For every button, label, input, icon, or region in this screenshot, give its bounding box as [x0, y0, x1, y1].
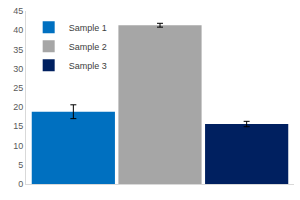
svg-text:5: 5: [18, 160, 23, 170]
svg-text:30: 30: [13, 64, 23, 74]
svg-text:45: 45: [13, 6, 23, 16]
svg-text:35: 35: [13, 45, 23, 55]
svg-text:Sample 1: Sample 1: [69, 23, 107, 33]
svg-text:25: 25: [13, 83, 23, 93]
svg-text:Sample 3: Sample 3: [69, 61, 107, 71]
svg-text:Sample 2: Sample 2: [69, 42, 107, 52]
svg-text:10: 10: [13, 141, 23, 151]
svg-text:15: 15: [13, 121, 23, 131]
svg-text:0: 0: [18, 179, 23, 189]
svg-text:40: 40: [13, 25, 23, 35]
svg-text:20: 20: [13, 102, 23, 112]
